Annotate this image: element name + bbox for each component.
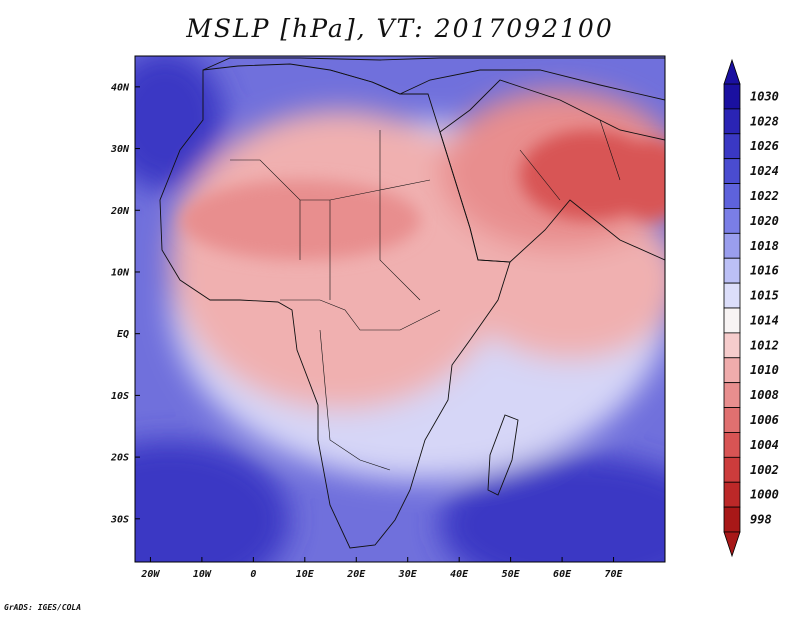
colorbar-swatch (723, 481, 741, 508)
colorbar-swatch (723, 183, 741, 209)
colorbar-swatch (723, 208, 741, 234)
lon-tick-label: 50E (502, 569, 521, 580)
lat-tick-label: EQ (117, 329, 129, 340)
colorbar-swatch (723, 83, 741, 110)
colorbar-label: 1030 (750, 89, 779, 103)
arabia-coastline (439, 79, 665, 263)
colorbar-swatch (723, 432, 741, 458)
colorbar-swatch (723, 257, 741, 284)
colorbar-label: 1010 (750, 363, 779, 377)
colorbar-swatch (723, 133, 741, 160)
colorbar-swatch (723, 307, 741, 334)
colorbar-swatch (723, 332, 741, 359)
colorbar-swatch (723, 456, 741, 483)
latitude-axis: 40N 30N 20N 10N EQ 10S 20S 30S (110, 82, 140, 525)
lat-tick-label: 10N (111, 267, 130, 278)
colorbar-label: 1008 (750, 388, 779, 402)
lon-tick-label: 0 (250, 569, 256, 580)
lon-tick-label: 10W (193, 569, 212, 580)
colorbar-label: 1000 (750, 488, 779, 502)
lon-tick-label: 20E (346, 569, 366, 580)
colorbar-label: 1004 (750, 438, 779, 452)
high-pressure-south-atlantic (135, 440, 290, 562)
colorbar-swatch (723, 382, 741, 408)
colorbar-label: 1015 (750, 289, 779, 303)
colorbar-swatch (723, 232, 741, 259)
colorbar-label: 1020 (750, 214, 779, 228)
colorbar-swatch (723, 108, 741, 135)
colorbar-label: 1028 (750, 114, 779, 128)
lat-tick-label: 40N (111, 82, 130, 93)
lon-tick-label: 10E (296, 569, 315, 580)
heat-low-pakistan (610, 140, 665, 220)
colorbar: 1030 1028 1026 1024 1022 1020 1018 1016 1015 1014… (723, 58, 779, 558)
colorbar-top-arrow (723, 58, 741, 85)
high-pressure-north-atlantic (135, 56, 225, 190)
lat-tick-label: 20S (110, 453, 129, 464)
colorbar-swatch (723, 282, 741, 309)
colorbar-label: 1024 (750, 164, 779, 178)
lat-tick-label: 30S (110, 514, 129, 525)
longitude-axis: 20W 10W 0 10E 20E 30E 40E 50E 60E 70E (140, 557, 624, 580)
colorbar-swatch (723, 357, 741, 384)
colorbar-swatch (723, 158, 741, 184)
colorbar-label: 1002 (750, 463, 779, 477)
colorbar-bottom-arrow (723, 531, 741, 558)
lon-tick-label: 30E (398, 569, 418, 580)
lon-tick-label: 70E (605, 569, 624, 580)
colorbar-label: 1006 (750, 413, 779, 427)
colorbar-swatch (723, 407, 741, 433)
lon-tick-label: 20W (140, 569, 160, 580)
lon-tick-label: 60E (553, 569, 572, 580)
lon-tick-label: 40E (450, 569, 469, 580)
country-borders (230, 119, 621, 471)
madagascar-coastline (487, 414, 519, 496)
colorbar-label: 1014 (750, 313, 779, 327)
lat-tick-label: 10S (111, 391, 129, 402)
colorbar-label: 1018 (750, 239, 779, 253)
pressure-field (135, 56, 665, 562)
chart-title: MSLP [hPa], VT: 2017092100 (186, 14, 614, 43)
africa-coastline (159, 63, 511, 549)
colorbar-label: 1016 (750, 264, 779, 278)
colorbar-swatch (723, 506, 741, 533)
europe-coastline (202, 57, 665, 101)
high-pressure-south-indian (440, 455, 665, 562)
grads-credit: GrADS: IGES/COLA (4, 603, 82, 612)
colorbar-label: 1026 (750, 139, 779, 153)
lat-tick-label: 30N (110, 144, 130, 155)
colorbar-label: 1012 (750, 338, 779, 352)
lat-tick-label: 20N (110, 206, 130, 217)
colorbar-label: 998 (750, 513, 772, 527)
coastlines (159, 57, 665, 549)
colorbar-label: 1022 (750, 189, 779, 203)
plot-frame (134, 55, 666, 563)
